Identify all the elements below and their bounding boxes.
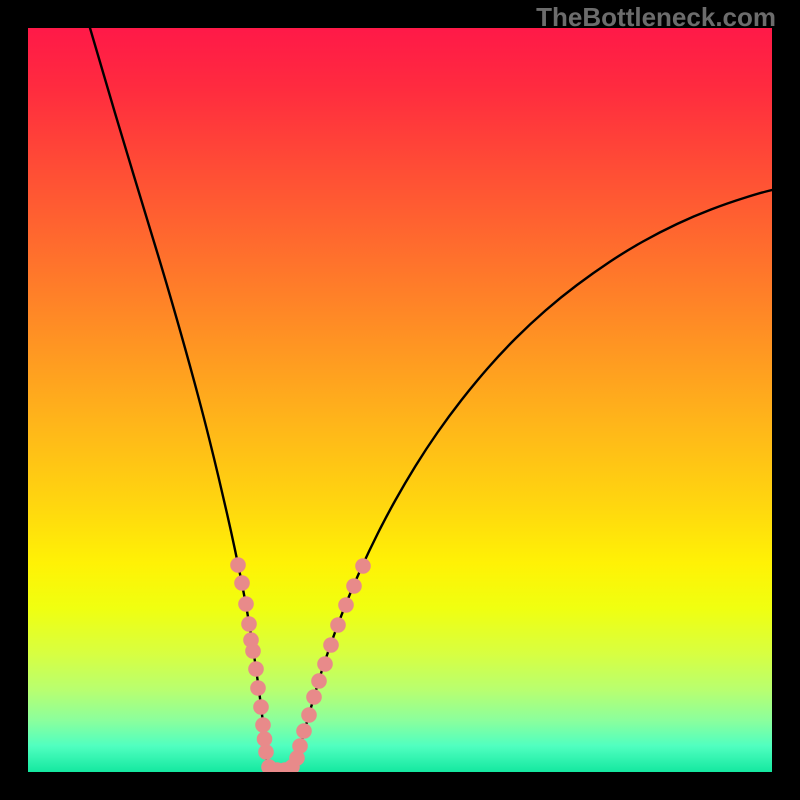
data-marker	[317, 656, 333, 672]
data-marker	[245, 643, 261, 659]
data-marker	[238, 596, 254, 612]
data-marker	[230, 557, 246, 573]
right-curve	[290, 190, 772, 772]
data-marker	[323, 637, 339, 653]
data-marker	[258, 744, 274, 760]
left-curve	[90, 28, 271, 772]
curves-layer	[28, 28, 772, 772]
data-marker	[296, 723, 312, 739]
data-marker	[241, 616, 257, 632]
markers-left	[230, 557, 274, 760]
data-marker	[311, 673, 327, 689]
data-marker	[346, 578, 362, 594]
markers-right	[289, 558, 371, 766]
data-marker	[255, 717, 271, 733]
markers-bottom	[261, 759, 300, 772]
data-marker	[338, 597, 354, 613]
data-marker	[301, 707, 317, 723]
chart-root: TheBottleneck.com	[0, 0, 800, 800]
plot-area	[28, 28, 772, 772]
data-marker	[253, 699, 269, 715]
data-marker	[250, 680, 266, 696]
data-marker	[306, 689, 322, 705]
data-marker	[292, 738, 308, 754]
data-marker	[355, 558, 371, 574]
data-marker	[248, 661, 264, 677]
data-marker	[234, 575, 250, 591]
watermark-text: TheBottleneck.com	[536, 2, 776, 33]
data-marker	[330, 617, 346, 633]
